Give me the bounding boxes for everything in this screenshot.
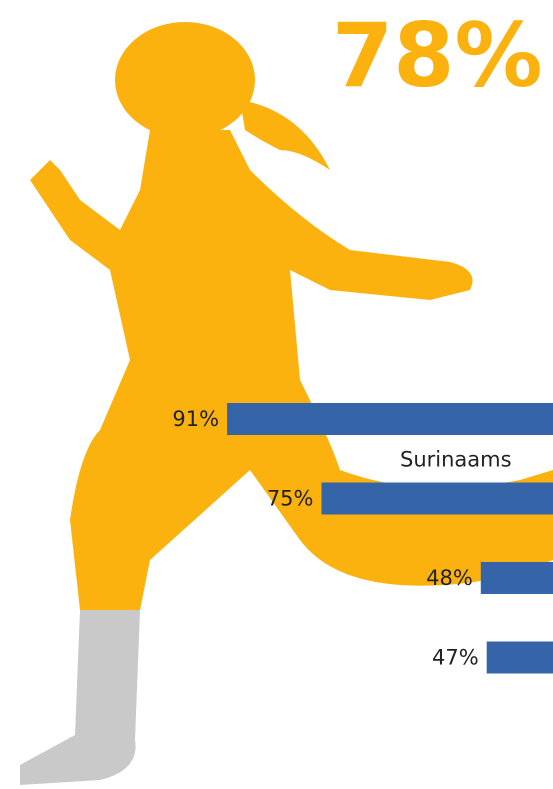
- chart: 78% 91% 75% Surinaams 48% 47%: [0, 0, 553, 789]
- value-label: 48%: [426, 566, 473, 590]
- bar: [227, 403, 553, 435]
- category-label: Surinaams: [400, 448, 512, 472]
- value-label: 75%: [267, 487, 314, 511]
- runner-silhouette: [30, 22, 553, 610]
- page: 78% 91%75%Surinaams48%47% (() => { const…: [0, 0, 553, 789]
- bar: [481, 562, 553, 594]
- bar: [322, 483, 553, 515]
- big-percentage: 78%: [332, 4, 543, 107]
- value-label: 47%: [432, 646, 479, 670]
- leg-gray: [20, 610, 140, 785]
- value-label: 91%: [172, 407, 219, 431]
- bar: [487, 642, 553, 674]
